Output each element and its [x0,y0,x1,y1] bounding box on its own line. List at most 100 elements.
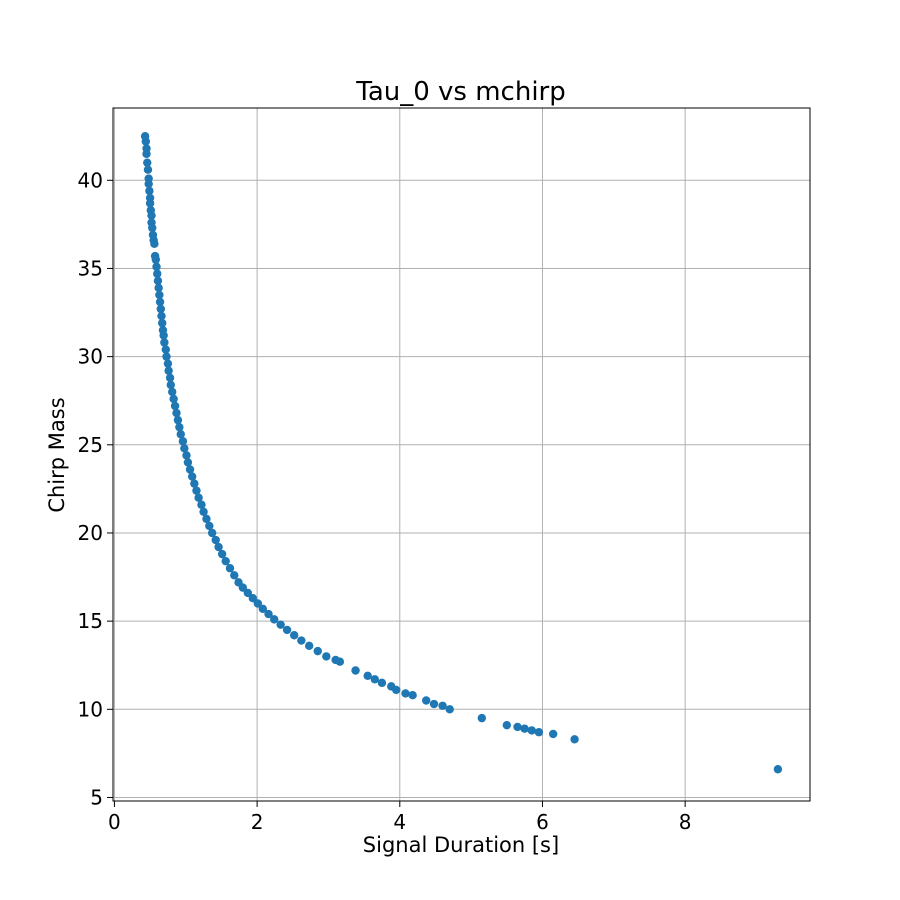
y-tick-label: 10 [78,697,103,721]
data-point [243,588,253,598]
x-tick-label: 6 [536,810,549,834]
data-point [304,641,314,651]
data-point [169,394,178,404]
points-layer [140,132,783,774]
data-point [445,705,454,714]
data-point [335,657,345,666]
data-point [297,636,306,645]
data-point [158,318,167,328]
data-point [392,685,401,695]
data-point [282,625,292,635]
data-point [238,583,248,592]
data-point [151,255,161,264]
data-point [160,338,169,347]
y-tick-label: 20 [78,521,103,545]
data-point [162,352,171,361]
data-point [351,666,360,675]
data-point [527,726,536,735]
data-point [163,359,173,368]
data-point [429,699,439,709]
data-point [221,556,230,566]
data-point [534,728,544,737]
data-point [173,415,183,425]
data-point [253,599,263,608]
data-point [217,549,227,559]
y-tick-label: 40 [78,168,103,192]
data-point [180,444,189,453]
data-point [155,297,165,307]
data-point [408,690,417,700]
data-point [264,609,273,619]
data-point [192,486,201,495]
data-point [199,507,208,517]
data-point [175,422,184,432]
data-point [182,451,191,460]
x-tick-label: 8 [679,810,692,834]
data-point [438,701,447,710]
data-point [183,458,193,467]
data-point [190,479,199,488]
data-point [421,696,431,705]
ticks-layer: 0 2 4 6 8 5 10 15 20 25 30 35 40 [78,168,692,834]
data-point [164,366,173,375]
x-tick-label: 4 [393,810,406,834]
data-point [176,430,185,439]
x-tick-label: 0 [108,810,121,834]
data-point [154,283,163,293]
y-tick-label: 35 [78,256,103,280]
chart-title: Tau_0 vs mchirp [355,77,566,107]
data-point [202,514,211,524]
data-point [156,304,165,314]
data-point [147,211,156,220]
data-point [211,535,220,545]
data-point [225,564,235,573]
data-point [168,387,177,397]
y-tick-label: 30 [78,345,103,369]
data-point [270,615,279,624]
data-point [144,179,153,189]
y-tick-label: 15 [78,609,103,633]
data-point [207,528,217,538]
grid-layer [113,108,810,801]
data-point [150,239,159,248]
data-point [170,401,180,411]
y-tick-label: 25 [78,433,103,457]
data-point [377,678,387,688]
data-point [570,735,579,744]
data-point [520,724,529,733]
data-point [205,521,214,531]
data-point [143,165,153,174]
data-point [401,689,410,698]
data-point [152,262,161,271]
data-point [290,631,299,640]
plot-frame [112,107,811,802]
data-point [159,331,168,340]
x-tick-label: 2 [251,810,264,834]
y-tick-label: 5 [90,785,103,809]
data-point [141,137,151,146]
data-point [548,729,558,739]
data-point [477,713,487,723]
data-point [172,408,181,418]
data-point [145,186,154,196]
data-point [153,276,163,286]
data-point [773,765,783,774]
data-point [187,472,197,481]
data-point [370,675,380,684]
data-point [185,465,195,474]
data-point [161,345,170,354]
data-point [165,373,175,382]
data-point [363,671,372,681]
y-axis-label: Chirp Mass [45,397,69,512]
data-point [142,149,151,159]
data-point [214,542,223,552]
data-point [230,571,239,580]
data-point [197,500,206,509]
x-axis-label: Signal Duration [s] [363,833,559,857]
data-point [276,620,285,629]
data-point [322,652,331,661]
data-point [145,199,155,208]
data-point [178,437,188,446]
data-point [155,290,164,300]
